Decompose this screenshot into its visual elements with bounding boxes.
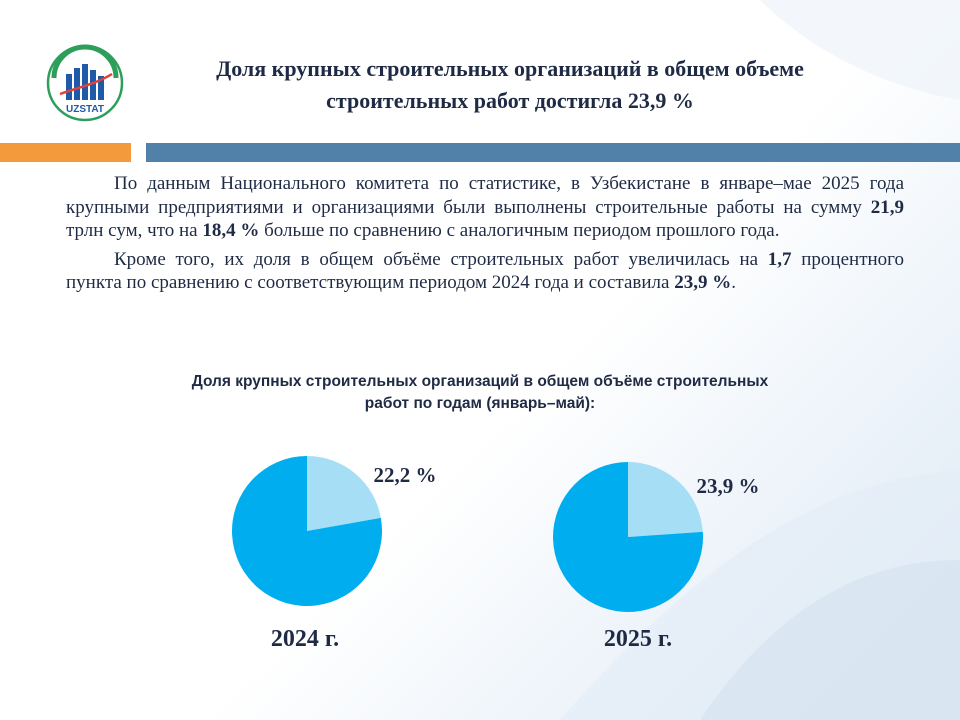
pie-2-slice-1	[628, 462, 703, 537]
logo-text: UZSTAT	[66, 104, 104, 115]
uzstat-logo: UZSTAT	[46, 44, 124, 122]
accent-bar-orange	[0, 143, 131, 162]
body-text: По данным Национального комитета по стат…	[66, 172, 904, 295]
chart-title: Доля крупных строительных организаций в …	[100, 371, 860, 415]
pie-1-data-label: 22,2 %	[374, 463, 437, 487]
title-line-2: строительных работ достигла 23,9 %	[326, 88, 694, 113]
paragraph-1: По данным Национального комитета по стат…	[66, 173, 904, 241]
pie-1-slice-1	[307, 456, 381, 531]
title-line-1: Доля крупных строительных организаций в …	[216, 56, 804, 81]
chart-title-line-2: работ по годам (январь–май):	[364, 395, 596, 412]
pie-2-slice-2	[552, 462, 703, 613]
pie-1-slice-2	[231, 456, 382, 606]
page-title: Доля крупных строительных организаций в …	[140, 53, 880, 117]
pie-2-year-label: 2025 г.	[604, 626, 672, 652]
pie-1-year-label: 2024 г.	[271, 626, 339, 652]
chart-title-line-1: Доля крупных строительных организаций в …	[191, 373, 769, 390]
pie-2-data-label: 23,9 %	[697, 474, 760, 498]
accent-bar-blue	[146, 143, 960, 162]
paragraph-2: Кроме того, их доля в общем объёме строи…	[66, 248, 904, 294]
